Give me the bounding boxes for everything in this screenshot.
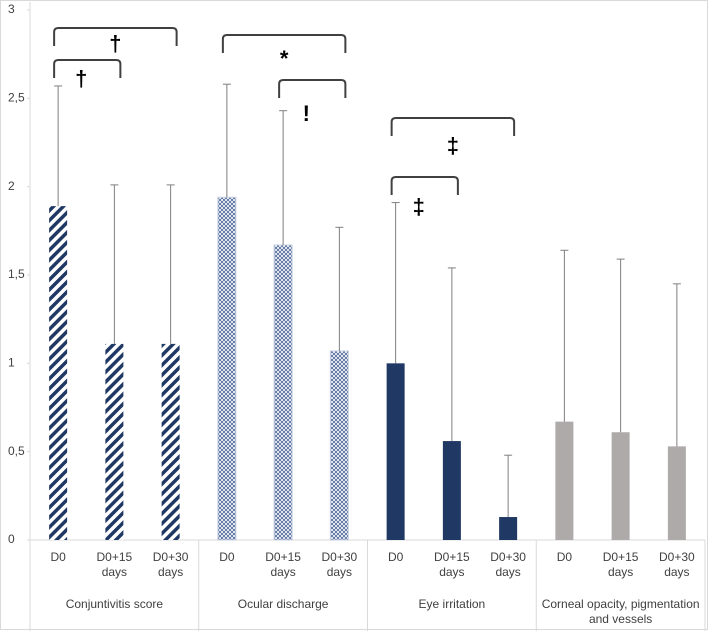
y-tick-label: 3: [8, 2, 15, 16]
x-tick-label: D0+30 days: [321, 550, 358, 579]
x-tick-label: D0: [219, 550, 235, 564]
x-tick-label: D0+15 days: [265, 550, 301, 579]
x-tick-label: D0+15 days: [434, 550, 470, 579]
bar: [386, 363, 405, 540]
bar: [667, 446, 686, 540]
group-label: Eye irritation: [418, 597, 486, 611]
y-tick-label: 0,5: [8, 444, 25, 458]
y-tick-label: 2: [8, 179, 15, 193]
significance-bracket: [53, 59, 122, 78]
bar: [611, 432, 630, 540]
group-label: Conjuntivitis score: [65, 597, 164, 611]
bar: [49, 206, 68, 540]
x-tick-label: D0: [556, 550, 573, 564]
bar: [442, 441, 461, 540]
bar: [555, 421, 574, 540]
significance-symbol: !: [303, 101, 310, 126]
y-tick-label: 1,5: [8, 267, 25, 281]
y-tick-label: 1: [8, 356, 15, 370]
significance-symbol: ‡: [447, 133, 459, 158]
y-tick-label: 0: [8, 532, 15, 546]
x-tick-label: D0+30 days: [659, 550, 695, 579]
bar: [217, 196, 237, 541]
significance-bracket: [221, 34, 347, 53]
bar: [499, 517, 518, 540]
significance-symbol: †: [109, 31, 121, 56]
x-tick-label: D0+15 days: [602, 550, 639, 579]
significance-symbol: †: [75, 66, 87, 91]
significance-bracket: [53, 27, 178, 46]
x-tick-label: D0+30 days: [490, 550, 526, 579]
bar: [273, 244, 293, 541]
bar: [329, 350, 349, 541]
x-tick-label: D0+30 days: [152, 550, 189, 579]
group-label: Corneal opacity, pigmentation and vessel…: [541, 597, 700, 626]
group-label: Ocular discharge: [237, 597, 329, 611]
y-tick-label: 2,5: [8, 91, 25, 105]
significance-bracket: [390, 176, 459, 195]
x-tick-label: D0+15 days: [96, 550, 133, 579]
bar: [161, 343, 180, 540]
x-tick-label: D0: [50, 550, 66, 564]
significance-bracket: [278, 79, 347, 98]
bar: [105, 343, 124, 540]
significance-bracket: [390, 117, 516, 136]
significance-symbol: *: [280, 46, 289, 71]
x-tick-label: D0: [387, 550, 404, 564]
significance-symbol: ‡: [413, 194, 425, 219]
